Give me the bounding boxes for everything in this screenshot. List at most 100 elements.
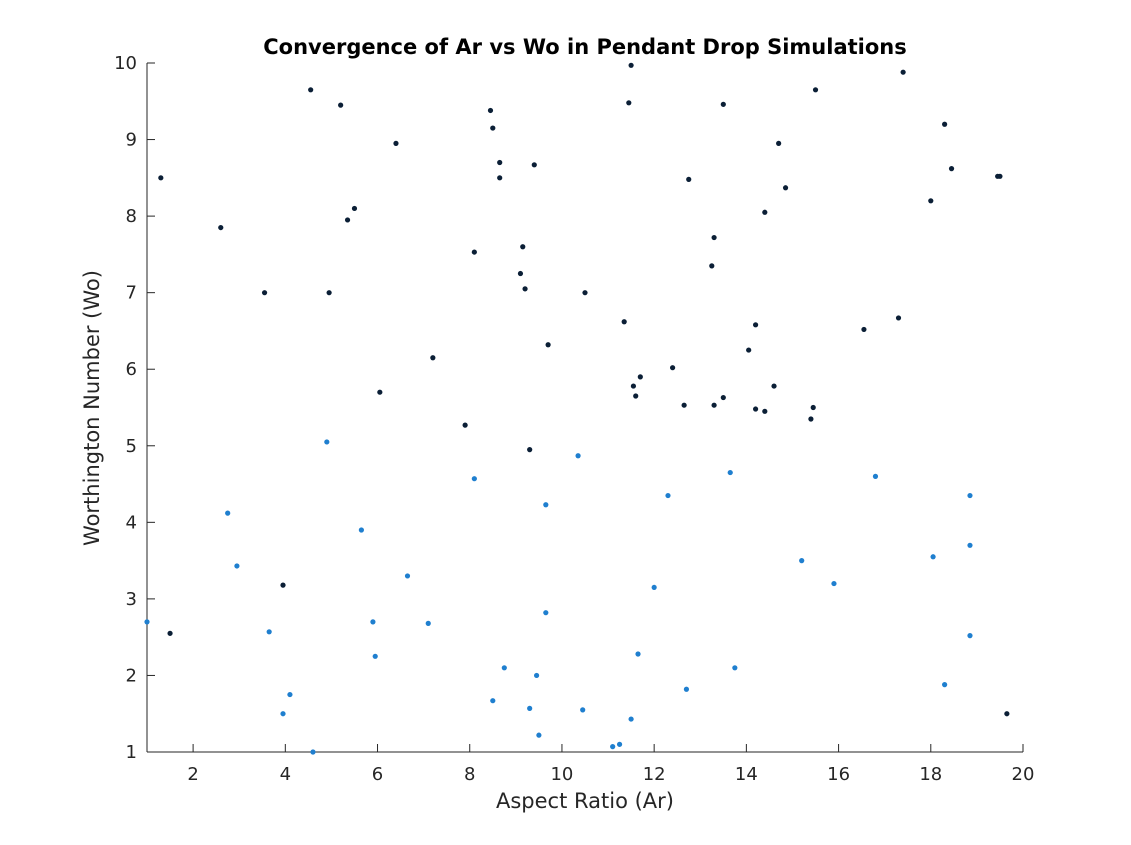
data-point-series-2 bbox=[372, 653, 378, 659]
data-point-series-1 bbox=[517, 270, 524, 277]
data-point-series-1 bbox=[630, 383, 637, 389]
data-point-series-1 bbox=[621, 319, 627, 325]
data-point-series-2 bbox=[610, 744, 616, 750]
y-tick-label: 6 bbox=[126, 359, 137, 380]
x-tick-label: 18 bbox=[919, 764, 942, 785]
y-tick-label: 1 bbox=[126, 742, 137, 763]
data-point-series-1 bbox=[711, 234, 717, 241]
data-point-series-2 bbox=[370, 619, 376, 625]
data-point-series-1 bbox=[261, 290, 268, 296]
data-point-series-1 bbox=[308, 87, 314, 93]
data-point-series-2 bbox=[543, 502, 549, 508]
data-point-series-1 bbox=[628, 62, 634, 68]
chart-title: Convergence of Ar vs Wo in Pendant Drop … bbox=[263, 35, 907, 59]
data-point-series-2 bbox=[930, 554, 936, 560]
y-tick-label: 7 bbox=[126, 283, 137, 304]
x-tick-label: 14 bbox=[735, 764, 758, 785]
data-point-series-1 bbox=[487, 107, 494, 114]
y-tick-label: 2 bbox=[126, 665, 137, 686]
data-point-series-1 bbox=[771, 383, 777, 389]
data-point-series-1 bbox=[746, 347, 752, 353]
y-tick-label: 9 bbox=[126, 130, 137, 151]
data-point-series-2 bbox=[628, 716, 634, 722]
data-point-series-2 bbox=[533, 672, 540, 679]
data-point-series-1 bbox=[895, 315, 902, 321]
x-axis-label: Aspect Ratio (Ar) bbox=[496, 789, 674, 813]
x-tick-label: 8 bbox=[464, 764, 475, 785]
data-point-series-2 bbox=[471, 476, 477, 482]
data-point-series-2 bbox=[404, 573, 411, 579]
data-point-series-2 bbox=[358, 527, 364, 533]
data-point-series-1 bbox=[280, 582, 286, 588]
data-point-series-1 bbox=[808, 416, 814, 422]
data-point-series-1 bbox=[582, 290, 588, 296]
data-point-series-1 bbox=[810, 404, 816, 411]
data-point-series-2 bbox=[635, 651, 641, 657]
data-point-series-1 bbox=[633, 393, 639, 399]
data-point-series-2 bbox=[799, 558, 805, 564]
data-point-series-1 bbox=[344, 217, 351, 223]
data-point-series-1 bbox=[462, 422, 468, 428]
data-point-series-2 bbox=[872, 473, 879, 479]
data-point-series-2 bbox=[266, 629, 272, 635]
data-point-series-1 bbox=[527, 447, 533, 453]
data-point-series-2 bbox=[324, 439, 330, 445]
data-point-series-2 bbox=[575, 453, 581, 459]
data-point-series-1 bbox=[167, 630, 173, 636]
data-point-series-1 bbox=[900, 69, 906, 75]
data-point-series-1 bbox=[762, 408, 768, 414]
data-point-series-1 bbox=[812, 87, 819, 93]
data-point-series-1 bbox=[752, 406, 759, 412]
y-tick-label: 8 bbox=[126, 206, 137, 227]
data-point-series-2 bbox=[967, 633, 973, 639]
x-tick-label: 12 bbox=[643, 764, 666, 785]
y-tick-label: 3 bbox=[126, 589, 137, 610]
x-tick-label: 6 bbox=[372, 764, 383, 785]
data-point-series-2 bbox=[967, 492, 973, 499]
data-point-series-2 bbox=[144, 619, 150, 625]
data-point-series-2 bbox=[287, 691, 293, 698]
data-point-series-1 bbox=[626, 100, 632, 106]
data-point-series-2 bbox=[501, 665, 507, 671]
data-point-series-2 bbox=[527, 705, 533, 711]
data-point-series-1 bbox=[720, 394, 726, 401]
data-point-series-2 bbox=[727, 469, 733, 476]
data-point-series-1 bbox=[490, 125, 496, 131]
data-point-series-2 bbox=[225, 510, 231, 516]
data-point-series-1 bbox=[637, 374, 643, 380]
data-point-series-2 bbox=[831, 580, 837, 587]
data-point-series-2 bbox=[234, 563, 240, 569]
y-axis-label: Worthington Number (Wo) bbox=[80, 270, 104, 546]
data-point-series-2 bbox=[616, 741, 623, 747]
data-point-series-2 bbox=[942, 682, 948, 688]
data-point-series-1 bbox=[776, 140, 782, 146]
data-point-series-1 bbox=[948, 166, 955, 172]
data-point-series-1 bbox=[1004, 711, 1010, 717]
data-point-series-1 bbox=[377, 389, 383, 395]
data-point-series-1 bbox=[762, 209, 768, 215]
data-point-series-2 bbox=[490, 698, 496, 704]
data-point-series-1 bbox=[861, 326, 867, 333]
data-point-series-1 bbox=[522, 286, 528, 292]
data-point-series-1 bbox=[752, 322, 759, 328]
data-point-series-1 bbox=[942, 121, 948, 127]
data-point-series-1 bbox=[520, 244, 526, 250]
data-point-series-2 bbox=[425, 620, 431, 626]
data-point-series-1 bbox=[351, 205, 358, 212]
data-point-series-1 bbox=[782, 185, 789, 191]
data-point-series-2 bbox=[732, 665, 738, 671]
data-point-series-2 bbox=[536, 732, 542, 738]
data-point-series-1 bbox=[997, 173, 1003, 179]
data-point-series-1 bbox=[720, 101, 726, 107]
data-point-series-1 bbox=[670, 365, 676, 371]
data-point-series-2 bbox=[665, 492, 671, 499]
data-point-series-1 bbox=[531, 162, 537, 168]
data-point-series-1 bbox=[686, 176, 692, 182]
data-point-series-1 bbox=[338, 102, 344, 108]
data-point-series-1 bbox=[497, 159, 503, 166]
x-tick-label: 16 bbox=[827, 764, 850, 785]
data-point-series-2 bbox=[651, 584, 657, 591]
